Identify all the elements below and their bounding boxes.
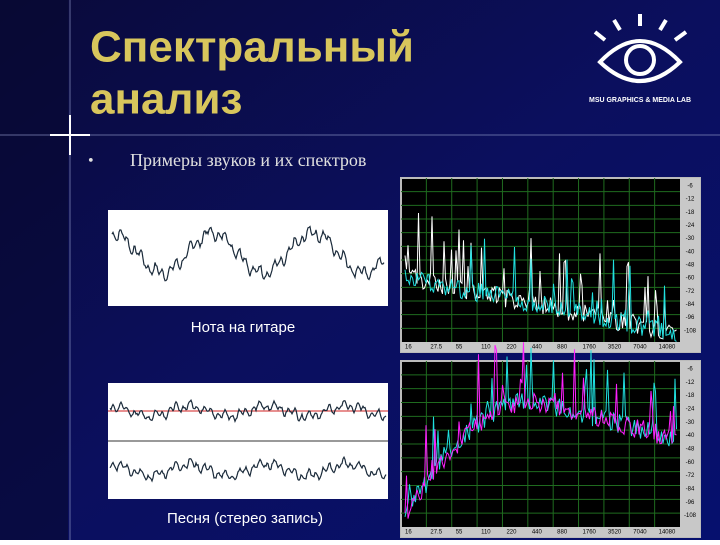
- db-label: -84: [686, 302, 695, 308]
- spectrum-panel: [400, 360, 701, 538]
- freq-label: 14080: [659, 530, 676, 536]
- freq-label: 880: [557, 530, 568, 536]
- caption: Нота на гитаре: [191, 319, 295, 336]
- freq-label: 110: [481, 345, 491, 351]
- db-label: -108: [684, 513, 697, 519]
- db-label: -72: [686, 289, 695, 295]
- logo-text: MSU GRAPHICS & MEDIA LAB: [589, 97, 691, 104]
- db-label: -24: [686, 223, 695, 229]
- spectrum-scale: [401, 527, 680, 537]
- freq-label: 220: [506, 530, 517, 536]
- bullet-marker: •: [88, 153, 94, 170]
- spectrum-curve: [404, 342, 677, 519]
- freq-label: 1760: [583, 345, 597, 351]
- db-label: -12: [686, 380, 695, 386]
- title-line: анализ: [90, 75, 242, 124]
- db-label: -108: [684, 328, 697, 334]
- spectrum-curve: [404, 347, 677, 518]
- waveform: [109, 399, 387, 423]
- db-label: -12: [686, 197, 695, 203]
- db-label: -18: [686, 210, 695, 216]
- db-label: -48: [686, 263, 695, 269]
- caption: Песня (стерео запись): [167, 510, 323, 527]
- db-label: -96: [686, 500, 695, 506]
- freq-label: 3520: [608, 530, 622, 536]
- freq-label: 1760: [583, 530, 597, 536]
- db-label: -18: [686, 393, 695, 399]
- freq-label: 16: [405, 530, 412, 536]
- logo-rays: [593, 14, 688, 42]
- bullet-text: Примеры звуков и их спектров: [130, 150, 366, 170]
- freq-label: 440: [532, 345, 543, 351]
- title-line: Спектральный: [90, 23, 414, 72]
- db-label: -40: [686, 249, 695, 255]
- db-label: -84: [686, 487, 695, 493]
- freq-label: 16: [405, 345, 412, 351]
- db-label: -6: [687, 367, 693, 373]
- freq-label: 880: [557, 345, 568, 351]
- spectrum-curve: [404, 238, 677, 342]
- db-label: -60: [686, 460, 695, 466]
- logo-pupil: [624, 44, 656, 76]
- left-band: [0, 0, 68, 540]
- db-label: -30: [686, 236, 695, 242]
- freq-label: 14080: [659, 345, 676, 351]
- waveform: [109, 455, 387, 483]
- freq-label: 27.5: [430, 530, 442, 536]
- freq-label: 55: [456, 345, 463, 351]
- freq-label: 7040: [633, 345, 647, 351]
- db-label: -72: [686, 473, 695, 479]
- db-label: -24: [686, 407, 695, 413]
- db-label: -60: [686, 276, 695, 282]
- freq-label: 440: [532, 530, 543, 536]
- freq-label: 27.5: [430, 345, 442, 351]
- freq-label: 55: [456, 530, 463, 536]
- freq-label: 110: [481, 530, 491, 536]
- db-label: -6: [687, 184, 693, 190]
- spectrum-scale: [680, 178, 700, 352]
- waveform: [111, 225, 385, 282]
- logo-eye: [597, 39, 683, 83]
- db-label: -48: [686, 447, 695, 453]
- db-label: -40: [686, 433, 695, 439]
- freq-label: 7040: [633, 530, 647, 536]
- freq-label: 3520: [608, 345, 622, 351]
- db-label: -30: [686, 420, 695, 426]
- freq-label: 220: [506, 345, 517, 351]
- db-label: -96: [686, 315, 695, 321]
- spectrum-scale: [680, 361, 700, 537]
- spectrum-scale: [401, 342, 680, 352]
- logo: [593, 14, 688, 83]
